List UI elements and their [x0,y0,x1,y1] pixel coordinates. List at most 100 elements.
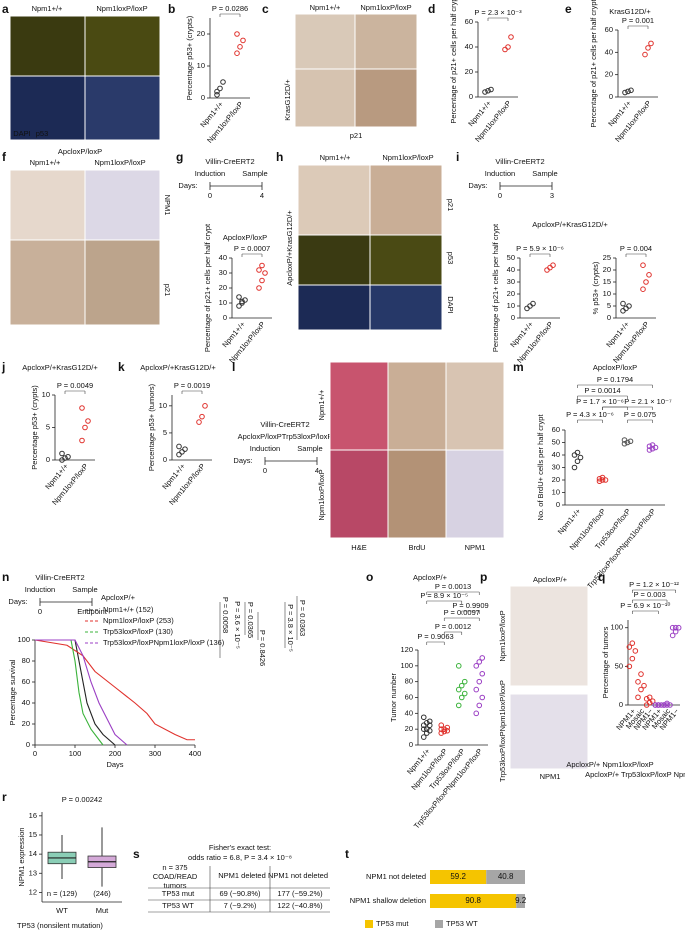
cohort-label: tumors [164,881,187,890]
micrograph [369,234,443,286]
y-tick-label: 40 [507,265,515,274]
table-cell: 177 (~59.2%) [277,889,323,898]
y-tick-label: 100 [17,635,30,644]
y-tick-label: 10 [159,401,167,410]
plot-title: ApcloxP/+KrasG12D/+ [140,363,216,372]
y-tick-label: 100 [610,623,623,632]
value-label: 40.8 [498,872,514,881]
y-tick-label: 120 [400,645,413,654]
count-label: n = (129) [47,889,78,898]
p-value: P = 0.004 [620,244,652,253]
cohort-label: n = 375 [162,863,187,872]
data-point [602,477,609,483]
y-tick-label: 80 [405,677,413,686]
x-tick-label: Npm1loxP/loxP [515,320,555,365]
label: Npm1loxP/loxP [382,153,433,162]
data-point [202,403,208,409]
micrograph [369,284,443,331]
table-subtitle: odds ratio = 6.8, P = 3.4 × 10⁻⁸ [188,853,292,862]
data-point [628,87,634,94]
data-point [420,734,427,740]
legend-label: Trp53loxP/loxP (130) [103,627,174,636]
y-axis-label: No. of BrdU+ cells per half crypt [536,414,545,521]
data-point [256,267,262,273]
y-tick-label: 0 [163,455,167,464]
legend-swatch [435,920,443,928]
step-label: Induction [25,585,55,594]
micrograph [387,449,447,539]
panel-letter: l [232,360,235,374]
y-tick-label: 40 [219,253,227,262]
data-point [438,722,445,729]
y-tick-label: 12 [29,887,37,896]
y-tick-label: 0 [556,500,560,509]
column-header: NPM1 deleted [218,871,266,880]
cohort-label: COAD/READ [153,872,198,881]
micrograph [297,164,371,236]
y-tick-label: 16 [29,811,37,820]
data-point [438,730,445,736]
y-tick-label: 20 [405,724,413,733]
p-value: P = 2.1 × 10⁻⁷ [624,397,672,406]
y-tick-label: 10 [603,289,611,298]
p-value: P = 3.6 × 10⁻⁵ [233,601,242,649]
x-tick-label: Npm1loxP/loxP [50,462,90,507]
y-tick-label: 50 [507,253,515,262]
micrograph [84,75,161,141]
data-point [640,286,646,293]
table-cell: 7 (~9.2%) [224,901,257,910]
y-tick-label: 25 [603,253,611,262]
y-tick-label: 10 [197,61,205,70]
label: NPM1 [163,195,172,216]
data-point [643,696,650,702]
y-axis-label: Percentage of p21+ cells per half crypt [589,0,598,128]
data-point [214,92,220,98]
plot-title: ApcloxP/loxP [593,363,637,372]
y-tick-label: 20 [197,29,205,38]
days-label: Days: [233,456,252,465]
label: Npm1loxP/loxP [317,469,326,520]
label: p21 [163,284,172,297]
y-tick-label: 20 [605,70,613,79]
y-tick-label: 0 [46,455,50,464]
y-tick-label: 80 [22,656,30,665]
y-tick-label: 20 [603,265,611,274]
p-value: P = 1.7 × 10⁻⁶ [576,397,624,406]
group-label: ApcloxP/+ Trp53loxP/loxP Npm1loxP/loxP [585,770,685,779]
data-point [638,686,644,693]
data-point [661,702,667,708]
y-tick-label: 5 [46,422,50,431]
data-point [455,702,462,709]
y-tick-label: 0 [409,740,413,749]
y-tick-label: 0 [469,92,473,101]
legend-label: Npm1+/+ (152) [103,605,154,614]
label: Npm1loxP/loxP [96,4,147,13]
data-point [620,300,626,307]
micrograph [369,164,443,236]
y-tick-label: 40 [605,47,613,56]
table-cell: 69 (~90.8%) [219,889,261,898]
data-point [199,413,205,420]
y-tick-label: 5 [163,428,167,437]
y-axis-label: Percentage p53+ (crypts) [30,385,39,470]
micrograph [445,449,505,539]
y-tick-label: 10 [219,298,227,307]
data-point [621,440,628,447]
data-point [461,690,468,697]
x-tick-label: Npm1loxP/loxP [613,99,653,144]
panel-letter: n [2,570,9,584]
panel-letter: o [366,570,373,584]
y-axis-label: Percentage p53+ (tumors) [147,383,156,471]
plot-title: ApcloxP/+KrasG12D/+ [532,220,608,229]
data-point [441,726,448,732]
value-label: 9.2 [515,896,527,905]
day-label: 4 [315,466,319,475]
plot-title: ApcloxP/+KrasG12D/+ [22,363,98,372]
data-point [627,438,634,445]
x-tick-label: 100 [69,749,82,758]
p-value: P = 0.0019 [174,381,210,390]
micrograph [297,234,371,286]
data-point [505,44,511,50]
table-cell: TP53 WT [162,901,194,910]
label: ApcloxP/loxP [58,147,102,156]
